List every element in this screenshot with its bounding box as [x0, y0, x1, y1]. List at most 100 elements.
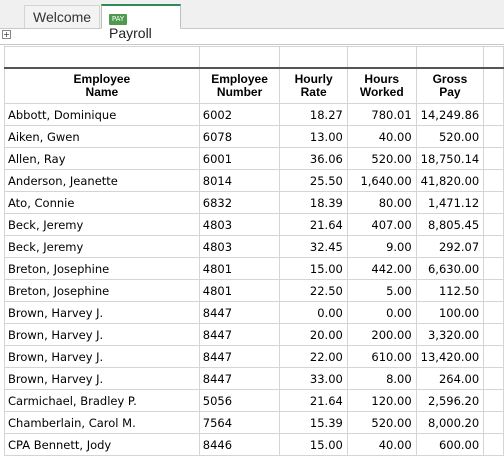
table-row[interactable]: Anderson, Jeanette 8014 25.50 1,640.00 41,82…: [4, 169, 504, 192]
employee-number-cell[interactable]: 6002: [198, 103, 281, 126]
employee-number-cell[interactable]: 4801: [198, 257, 281, 280]
hourly-rate-cell[interactable]: 15.00: [279, 433, 348, 456]
hours-worked-cell[interactable]: 407.00: [346, 213, 417, 236]
table-row[interactable]: Allen, Ray 6001 36.06 520.00 18,750.14: [4, 147, 504, 170]
hourly-rate-cell[interactable]: 0.00: [279, 301, 348, 324]
employee-name-cell[interactable]: Beck, Jeremy: [4, 213, 200, 236]
filter-cell-rate[interactable]: [279, 46, 348, 69]
employee-name-cell[interactable]: CPA Bennett, Jody: [4, 433, 200, 456]
hours-worked-cell[interactable]: 0.00: [346, 301, 417, 324]
gross-pay-cell[interactable]: 13,420.00: [415, 345, 485, 368]
filter-cell-number[interactable]: [198, 46, 281, 69]
gross-pay-cell[interactable]: 14,249.86: [415, 103, 485, 126]
hours-worked-cell[interactable]: 200.00: [346, 323, 417, 346]
table-row[interactable]: Ato, Connie 6832 18.39 80.00 1,471.12: [4, 191, 504, 214]
hourly-rate-cell[interactable]: 20.00: [279, 323, 348, 346]
gross-pay-cell[interactable]: 8,805.45: [415, 213, 485, 236]
table-row[interactable]: Beck, Jeremy 4803 32.45 9.00 292.07: [4, 235, 504, 258]
employee-name-cell[interactable]: Ato, Connie: [4, 191, 200, 214]
hourly-rate-cell[interactable]: 18.39: [279, 191, 348, 214]
employee-number-cell[interactable]: 6001: [198, 147, 281, 170]
hourly-rate-cell[interactable]: 13.00: [279, 125, 348, 148]
gross-pay-cell[interactable]: 600.00: [415, 433, 485, 456]
gross-pay-cell[interactable]: 292.07: [415, 235, 485, 258]
employee-name-cell[interactable]: Beck, Jeremy: [4, 235, 200, 258]
employee-name-cell[interactable]: Allen, Ray: [4, 147, 200, 170]
gross-pay-cell[interactable]: 2,596.20: [415, 389, 485, 412]
table-row[interactable]: Brown, Harvey J. 8447 22.00 610.00 13,420.00: [4, 345, 504, 368]
filter-cell-name[interactable]: [4, 46, 200, 69]
hours-worked-cell[interactable]: 9.00: [346, 235, 417, 258]
table-row[interactable]: Beck, Jeremy 4803 21.64 407.00 8,805.45: [4, 213, 504, 236]
table-row[interactable]: Brown, Harvey J. 8447 20.00 200.00 3,320.00: [4, 323, 504, 346]
employee-number-cell[interactable]: 8446: [198, 433, 281, 456]
gross-pay-cell[interactable]: 6,630.00: [415, 257, 485, 280]
hours-worked-cell[interactable]: 40.00: [346, 433, 417, 456]
hourly-rate-cell[interactable]: 32.45: [279, 235, 348, 258]
hours-worked-cell[interactable]: 1,640.00: [346, 169, 417, 192]
hours-worked-cell[interactable]: 610.00: [346, 345, 417, 368]
hourly-rate-cell[interactable]: 22.50: [279, 279, 348, 302]
expand-icon[interactable]: +: [2, 30, 11, 39]
hours-worked-cell[interactable]: 520.00: [346, 147, 417, 170]
hourly-rate-cell[interactable]: 15.00: [279, 257, 348, 280]
employee-name-cell[interactable]: Aiken, Gwen: [4, 125, 200, 148]
employee-name-cell[interactable]: Brown, Harvey J.: [4, 367, 200, 390]
table-row[interactable]: Carmichael, Bradley P. 5056 21.64 120.00 2,5…: [4, 389, 504, 412]
gross-pay-cell[interactable]: 41,820.00: [415, 169, 485, 192]
table-row[interactable]: Brown, Harvey J. 8447 0.00 0.00 100.00: [4, 301, 504, 324]
hourly-rate-cell[interactable]: 15.39: [279, 411, 348, 434]
hourly-rate-cell[interactable]: 22.00: [279, 345, 348, 368]
table-row[interactable]: Breton, Josephine 4801 22.50 5.00 112.50: [4, 279, 504, 302]
hours-worked-cell[interactable]: 442.00: [346, 257, 417, 280]
hours-worked-cell[interactable]: 520.00: [346, 411, 417, 434]
hours-worked-cell[interactable]: 80.00: [346, 191, 417, 214]
table-row[interactable]: CPA Bennett, Jody 8446 15.00 40.00 600.00: [4, 433, 504, 456]
employee-name-cell[interactable]: Carmichael, Bradley P.: [4, 389, 200, 412]
hourly-rate-cell[interactable]: 18.27: [279, 103, 348, 126]
employee-number-cell[interactable]: 7564: [198, 411, 281, 434]
tab-payroll[interactable]: PAYPayroll: [101, 4, 181, 41]
employee-number-cell[interactable]: 5056: [198, 389, 281, 412]
hours-worked-cell[interactable]: 40.00: [346, 125, 417, 148]
employee-name-cell[interactable]: Abbott, Dominique: [4, 103, 200, 126]
employee-number-cell[interactable]: 6832: [198, 191, 281, 214]
employee-number-cell[interactable]: 8014: [198, 169, 281, 192]
hourly-rate-cell[interactable]: 25.50: [279, 169, 348, 192]
employee-name-cell[interactable]: Chamberlain, Carol M.: [4, 411, 200, 434]
employee-number-cell[interactable]: 4803: [198, 235, 281, 258]
employee-number-cell[interactable]: 8447: [198, 301, 281, 324]
employee-name-cell[interactable]: Brown, Harvey J.: [4, 323, 200, 346]
filter-cell-gross[interactable]: [415, 46, 485, 69]
gross-pay-cell[interactable]: 8,000.20: [415, 411, 485, 434]
gross-pay-cell[interactable]: 264.00: [415, 367, 485, 390]
employee-name-cell[interactable]: Brown, Harvey J.: [4, 345, 200, 368]
column-header-employee-number[interactable]: Employee Number: [198, 67, 281, 104]
column-header-hourly-rate[interactable]: Hourly Rate: [279, 67, 348, 104]
hourly-rate-cell[interactable]: 21.64: [279, 213, 348, 236]
hourly-rate-cell[interactable]: 33.00: [279, 367, 348, 390]
table-row[interactable]: Breton, Josephine 4801 15.00 442.00 6,630.00: [4, 257, 504, 280]
column-header-employee-name[interactable]: Employee Name: [4, 67, 200, 104]
gross-pay-cell[interactable]: 18,750.14: [415, 147, 485, 170]
gross-pay-cell[interactable]: 112.50: [415, 279, 485, 302]
hourly-rate-cell[interactable]: 21.64: [279, 389, 348, 412]
table-row[interactable]: Chamberlain, Carol M. 7564 15.39 520.00 8,00…: [4, 411, 504, 434]
gross-pay-cell[interactable]: 1,471.12: [415, 191, 485, 214]
employee-number-cell[interactable]: 6078: [198, 125, 281, 148]
employee-name-cell[interactable]: Breton, Josephine: [4, 257, 200, 280]
hours-worked-cell[interactable]: 120.00: [346, 389, 417, 412]
hourly-rate-cell[interactable]: 36.06: [279, 147, 348, 170]
hours-worked-cell[interactable]: 780.01: [346, 103, 417, 126]
tab-welcome[interactable]: Welcome: [24, 5, 100, 28]
table-row[interactable]: Abbott, Dominique 6002 18.27 780.01 14,249.8…: [4, 103, 504, 126]
hours-worked-cell[interactable]: 8.00: [346, 367, 417, 390]
employee-number-cell[interactable]: 8447: [198, 323, 281, 346]
employee-number-cell[interactable]: 8447: [198, 367, 281, 390]
hours-worked-cell[interactable]: 5.00: [346, 279, 417, 302]
gross-pay-cell[interactable]: 520.00: [415, 125, 485, 148]
employee-name-cell[interactable]: Anderson, Jeanette: [4, 169, 200, 192]
gross-pay-cell[interactable]: 100.00: [415, 301, 485, 324]
table-row[interactable]: Brown, Harvey J. 8447 33.00 8.00 264.00: [4, 367, 504, 390]
column-header-gross-pay[interactable]: Gross Pay: [415, 67, 485, 104]
